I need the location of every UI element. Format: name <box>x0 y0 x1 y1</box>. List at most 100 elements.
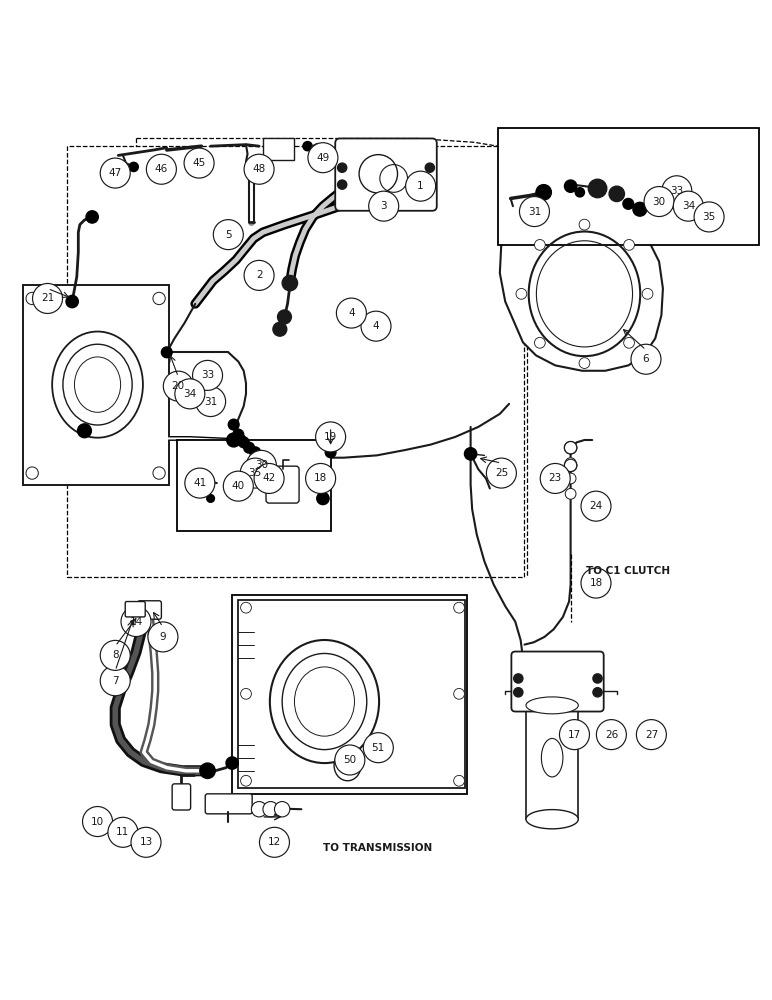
Text: 34: 34 <box>682 201 695 211</box>
Circle shape <box>226 757 239 769</box>
Circle shape <box>153 292 165 305</box>
Circle shape <box>26 292 39 305</box>
Circle shape <box>465 448 477 460</box>
Bar <box>526 705 578 819</box>
Circle shape <box>83 807 113 837</box>
Text: 40: 40 <box>232 481 245 491</box>
Circle shape <box>244 442 255 453</box>
Circle shape <box>174 379 205 409</box>
FancyBboxPatch shape <box>137 601 161 619</box>
Circle shape <box>337 180 347 189</box>
Circle shape <box>513 674 523 683</box>
Text: 35: 35 <box>249 468 262 478</box>
Circle shape <box>644 187 674 217</box>
Circle shape <box>364 733 393 763</box>
Text: 33: 33 <box>201 370 214 380</box>
FancyBboxPatch shape <box>511 652 604 712</box>
Circle shape <box>244 260 274 290</box>
Circle shape <box>241 602 252 613</box>
Text: 31: 31 <box>204 397 217 407</box>
Circle shape <box>244 154 274 184</box>
Circle shape <box>223 471 253 501</box>
Circle shape <box>263 802 279 817</box>
Circle shape <box>454 688 465 699</box>
Circle shape <box>100 640 130 670</box>
Circle shape <box>534 240 545 250</box>
Circle shape <box>303 142 312 151</box>
Circle shape <box>425 180 435 189</box>
Circle shape <box>369 191 398 221</box>
Circle shape <box>213 220 243 250</box>
Text: 45: 45 <box>192 158 205 168</box>
Text: 19: 19 <box>324 432 337 442</box>
Circle shape <box>100 666 130 696</box>
Bar <box>263 138 293 160</box>
Circle shape <box>227 433 241 447</box>
Circle shape <box>624 240 635 250</box>
Circle shape <box>593 688 602 697</box>
Circle shape <box>252 802 267 817</box>
Circle shape <box>233 429 244 440</box>
Bar <box>66 146 524 577</box>
Circle shape <box>337 298 367 328</box>
Circle shape <box>588 179 607 198</box>
Circle shape <box>454 602 465 613</box>
Circle shape <box>316 422 346 452</box>
Text: 30: 30 <box>255 460 268 470</box>
Circle shape <box>66 295 78 308</box>
Circle shape <box>317 492 329 505</box>
Circle shape <box>361 311 391 341</box>
Circle shape <box>564 459 577 472</box>
Text: 20: 20 <box>171 381 185 391</box>
Circle shape <box>241 688 252 699</box>
Circle shape <box>184 148 214 178</box>
Circle shape <box>282 275 297 291</box>
Circle shape <box>633 202 647 216</box>
Circle shape <box>597 720 626 750</box>
Circle shape <box>565 488 576 499</box>
Circle shape <box>254 463 284 493</box>
Circle shape <box>486 458 516 488</box>
Circle shape <box>564 459 577 472</box>
Circle shape <box>564 442 577 454</box>
FancyBboxPatch shape <box>205 794 252 814</box>
Ellipse shape <box>526 697 578 714</box>
Circle shape <box>694 202 724 232</box>
Text: 25: 25 <box>495 468 508 478</box>
Circle shape <box>129 162 138 172</box>
Circle shape <box>575 188 584 197</box>
Circle shape <box>564 442 577 454</box>
Circle shape <box>564 180 577 192</box>
Circle shape <box>131 827 161 857</box>
Circle shape <box>259 827 290 857</box>
Text: 27: 27 <box>645 730 658 740</box>
Bar <box>23 285 169 485</box>
Bar <box>232 595 467 794</box>
Text: 8: 8 <box>112 650 119 660</box>
Circle shape <box>273 322 286 336</box>
Text: 46: 46 <box>154 164 168 174</box>
Circle shape <box>520 197 550 227</box>
Circle shape <box>337 163 347 172</box>
Text: 42: 42 <box>262 473 276 483</box>
Circle shape <box>308 143 338 173</box>
Circle shape <box>513 688 523 697</box>
Text: 10: 10 <box>91 817 104 827</box>
Circle shape <box>32 283 63 313</box>
Circle shape <box>642 288 653 299</box>
Text: 30: 30 <box>652 197 665 207</box>
Circle shape <box>161 347 172 358</box>
Text: 5: 5 <box>225 230 232 240</box>
Text: 4: 4 <box>348 308 354 318</box>
Circle shape <box>250 447 261 458</box>
Text: 18: 18 <box>314 473 327 483</box>
Circle shape <box>624 337 635 348</box>
Ellipse shape <box>526 810 578 829</box>
Text: 48: 48 <box>252 164 266 174</box>
Polygon shape <box>499 212 663 371</box>
Text: 12: 12 <box>268 837 281 847</box>
Circle shape <box>275 802 290 817</box>
Circle shape <box>317 465 329 477</box>
Circle shape <box>579 358 590 368</box>
Circle shape <box>207 495 215 502</box>
